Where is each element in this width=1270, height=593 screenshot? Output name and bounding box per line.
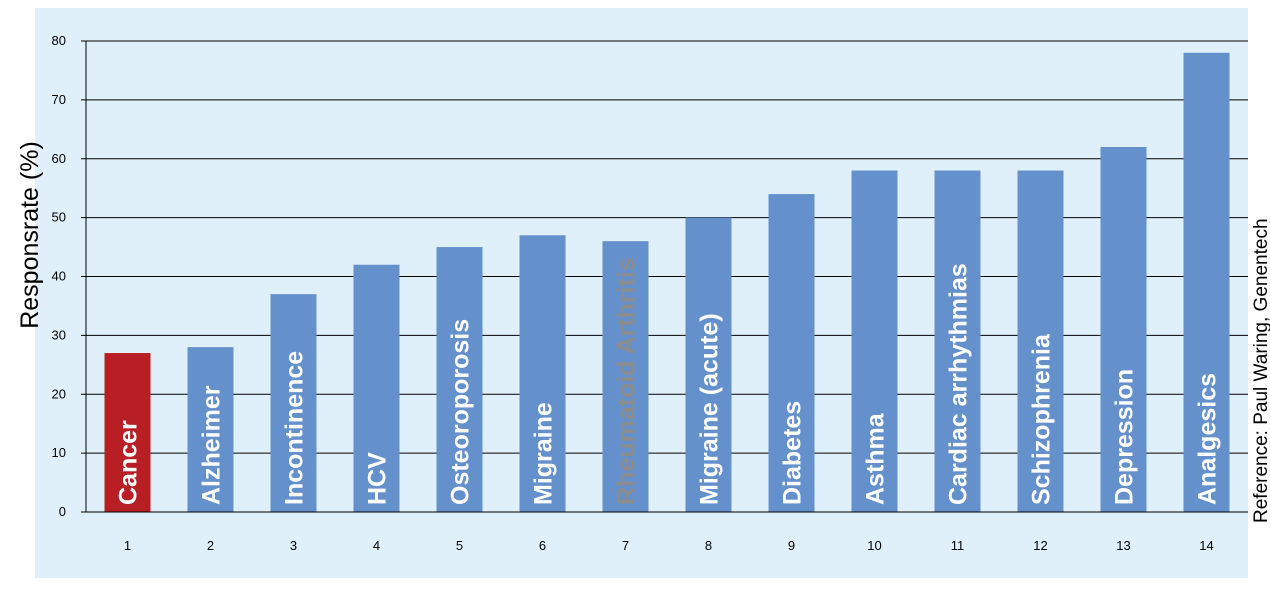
bar-2 (187, 347, 234, 512)
bar-1 (104, 353, 151, 512)
bar-label-1: Cancer (115, 420, 143, 505)
bar-label-12: Schizophrenia (1028, 333, 1056, 505)
bar-14 (1183, 52, 1230, 513)
y-tick-label-30: 30 (52, 327, 66, 342)
bar-label-4: HCV (364, 452, 392, 505)
bar-label-10: Asthma (862, 412, 890, 505)
x-tick-label-5: 5 (456, 538, 463, 553)
bar-label-9: Diabetes (779, 401, 807, 505)
y-tick-label-40: 40 (52, 269, 66, 284)
bar-10 (851, 170, 898, 512)
x-tick-label-13: 13 (1116, 538, 1130, 553)
x-tick-label-12: 12 (1033, 538, 1047, 553)
x-tick-label-14: 14 (1199, 538, 1213, 553)
y-tick-label-60: 60 (52, 151, 66, 166)
bar-9 (768, 194, 815, 512)
bar-8 (685, 217, 732, 512)
bar-3 (270, 294, 317, 512)
bar-label-5: Osteoroporosis (447, 319, 475, 505)
x-tick-label-3: 3 (290, 538, 297, 553)
y-tick-label-0: 0 (59, 504, 66, 519)
reference-note: Reference: Paul Waring, Genentech (1251, 218, 1270, 523)
bar-6 (519, 235, 566, 512)
y-tick-label-70: 70 (52, 92, 66, 107)
bar-label-2: Alzheimer (198, 385, 226, 505)
bar-label-6: Migraine (530, 402, 558, 505)
bar-11 (934, 170, 981, 512)
y-axis-label: Responsrate (%) (16, 141, 44, 329)
x-tick-label-7: 7 (622, 538, 629, 553)
bar-13 (1100, 146, 1147, 512)
y-tick-label-80: 80 (52, 33, 66, 48)
bar-label-14: Analgesics (1194, 373, 1222, 505)
x-tick-label-4: 4 (373, 538, 380, 553)
bar-label-3: Incontinence (281, 351, 309, 505)
x-tick-label-9: 9 (788, 538, 795, 553)
y-tick-label-20: 20 (52, 386, 66, 401)
bar-7 (602, 241, 649, 513)
x-tick-label-2: 2 (207, 538, 214, 553)
x-tick-label-8: 8 (705, 538, 712, 553)
bar-4 (353, 264, 400, 512)
bar-label-7: Rheumatoid Arthritis (613, 257, 641, 505)
x-tick-label-10: 10 (867, 538, 881, 553)
y-tick-label-50: 50 (52, 210, 66, 225)
bar-12 (1017, 170, 1064, 512)
x-tick-label-1: 1 (124, 538, 131, 553)
bar-label-13: Depression (1111, 369, 1139, 505)
bar-label-11: Cardiac arrhythmias (945, 263, 973, 505)
bar-label-8: Migraine (acute) (696, 313, 724, 505)
bar-5 (436, 247, 483, 512)
y-tick-label-10: 10 (52, 445, 66, 460)
x-tick-label-11: 11 (951, 538, 965, 553)
x-tick-label-6: 6 (539, 538, 546, 553)
